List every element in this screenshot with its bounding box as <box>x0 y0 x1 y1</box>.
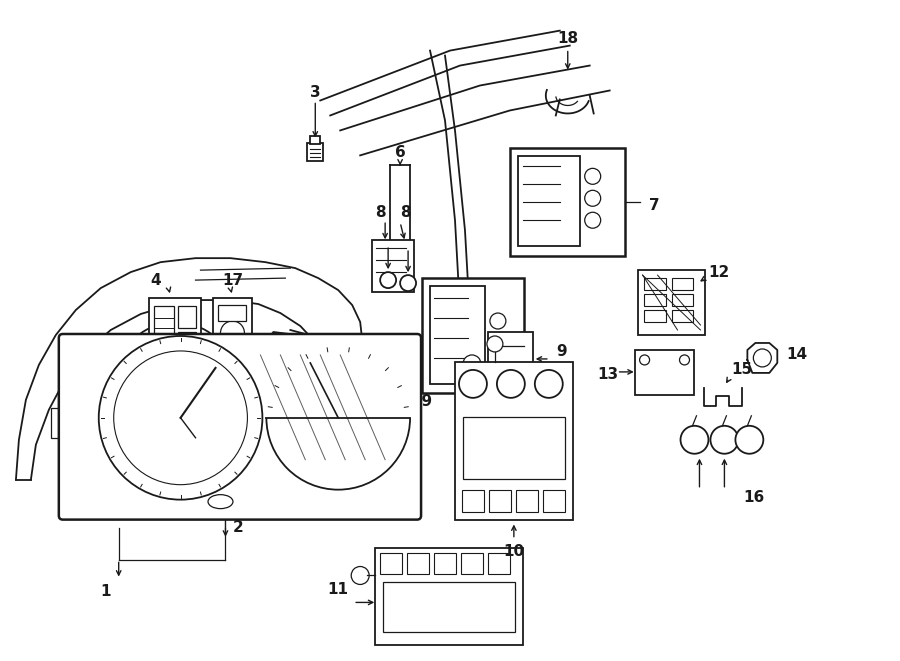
Bar <box>430 286 485 384</box>
Text: 11: 11 <box>328 582 348 597</box>
Text: 1: 1 <box>101 584 111 599</box>
Text: 5: 5 <box>237 340 248 356</box>
Bar <box>488 332 533 387</box>
Bar <box>380 553 402 574</box>
Ellipse shape <box>208 494 233 508</box>
Circle shape <box>680 355 689 365</box>
Circle shape <box>585 212 600 228</box>
Circle shape <box>99 336 263 500</box>
Bar <box>644 294 665 306</box>
Circle shape <box>680 426 708 453</box>
Text: 8: 8 <box>374 205 385 219</box>
Circle shape <box>585 169 600 184</box>
Bar <box>434 553 456 574</box>
Circle shape <box>487 336 503 352</box>
Circle shape <box>585 190 600 206</box>
Bar <box>148 298 201 360</box>
Circle shape <box>640 355 650 365</box>
Bar <box>637 270 706 335</box>
Text: 10: 10 <box>503 544 525 559</box>
Bar <box>671 294 694 306</box>
Bar <box>634 350 695 395</box>
Circle shape <box>490 313 506 329</box>
Text: 15: 15 <box>731 362 752 377</box>
Bar <box>310 136 320 144</box>
Circle shape <box>400 275 416 291</box>
Text: 7: 7 <box>649 198 660 213</box>
Bar <box>177 332 195 354</box>
Bar <box>489 490 511 512</box>
Bar <box>154 306 174 352</box>
Text: 13: 13 <box>597 368 618 383</box>
Circle shape <box>490 338 506 354</box>
Bar <box>50 408 65 438</box>
Text: 3: 3 <box>310 85 320 100</box>
Bar <box>463 417 565 479</box>
Text: 16: 16 <box>743 490 765 505</box>
Circle shape <box>753 349 771 367</box>
Bar <box>462 490 484 512</box>
Text: 18: 18 <box>557 31 579 46</box>
Text: 20: 20 <box>364 506 386 521</box>
Bar <box>212 298 252 358</box>
Circle shape <box>113 351 248 485</box>
Text: 17: 17 <box>222 272 243 288</box>
Circle shape <box>710 426 738 453</box>
Circle shape <box>497 370 525 398</box>
Bar <box>543 490 565 512</box>
Text: 2: 2 <box>233 520 244 535</box>
Text: 12: 12 <box>709 264 730 280</box>
Circle shape <box>463 355 481 373</box>
Bar <box>356 476 386 494</box>
Bar <box>488 553 510 574</box>
Bar <box>375 547 523 645</box>
Circle shape <box>535 370 562 398</box>
Bar <box>644 278 665 290</box>
Bar <box>518 157 580 246</box>
Bar <box>510 148 625 256</box>
Text: 19: 19 <box>411 395 433 409</box>
Bar <box>177 306 195 328</box>
Bar <box>461 553 483 574</box>
Bar <box>516 490 538 512</box>
Text: 4: 4 <box>150 272 161 288</box>
Bar <box>671 278 694 290</box>
Circle shape <box>735 426 763 453</box>
Bar <box>383 582 515 633</box>
Circle shape <box>380 272 396 288</box>
FancyBboxPatch shape <box>58 334 421 520</box>
Bar <box>671 310 694 322</box>
Bar <box>373 240 414 292</box>
Text: 6: 6 <box>395 145 406 160</box>
Bar <box>644 310 665 322</box>
Bar <box>348 408 406 476</box>
Circle shape <box>459 370 487 398</box>
Bar <box>407 553 429 574</box>
Text: 9: 9 <box>556 344 567 360</box>
Bar <box>219 305 247 321</box>
Bar <box>307 143 323 161</box>
Text: 14: 14 <box>787 348 808 362</box>
Text: 8: 8 <box>400 205 410 219</box>
Circle shape <box>351 566 369 584</box>
Circle shape <box>220 321 245 345</box>
Bar <box>455 362 572 520</box>
Bar <box>422 278 524 393</box>
